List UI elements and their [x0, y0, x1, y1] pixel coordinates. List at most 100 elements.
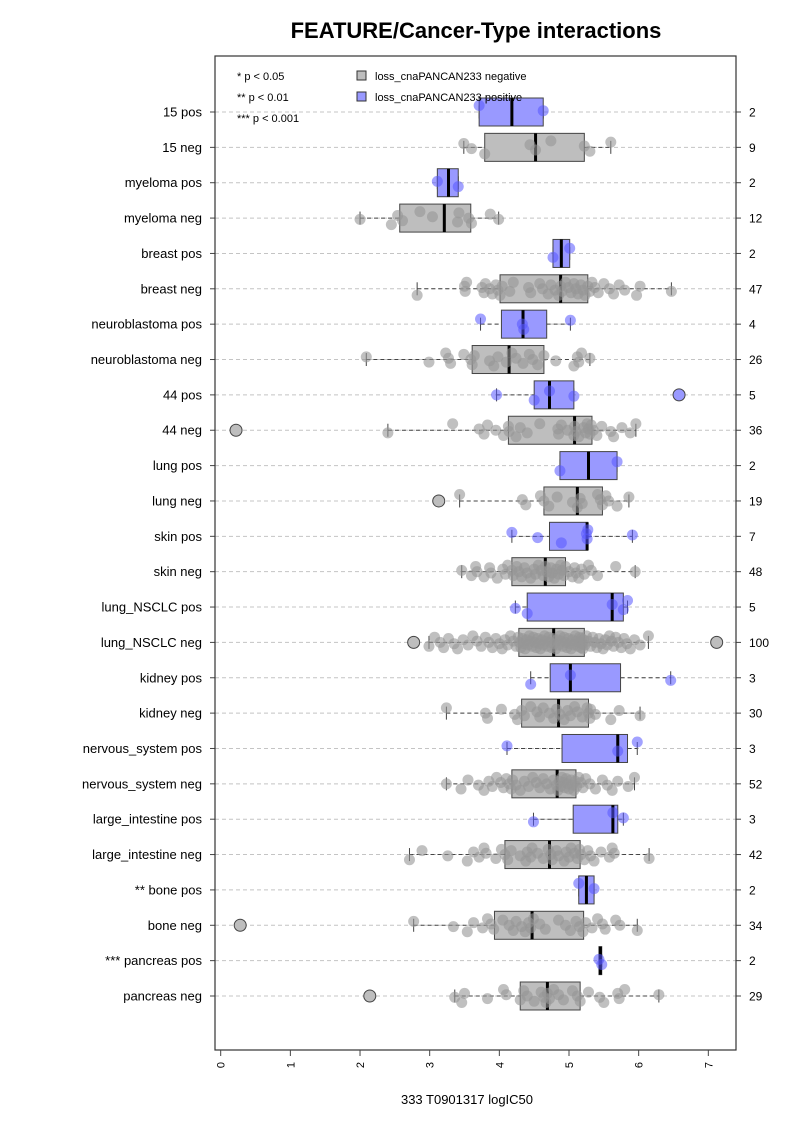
data-point — [598, 997, 610, 1008]
x-tick-label: 6 — [634, 1062, 646, 1068]
data-point — [614, 919, 626, 931]
data-point — [576, 347, 588, 359]
data-point — [500, 356, 512, 368]
data-point — [488, 923, 500, 935]
data-point — [628, 771, 640, 783]
group-count-label: 19 — [749, 494, 763, 508]
data-point — [607, 807, 619, 819]
group-label: large_intestine neg — [92, 847, 202, 862]
outlier-point — [363, 989, 377, 1003]
data-point — [586, 922, 598, 934]
data-point — [576, 498, 588, 510]
data-point — [478, 428, 490, 440]
significance-key-1: * p < 0.05 — [237, 71, 284, 83]
data-point — [530, 144, 542, 156]
group-label: large_intestine pos — [93, 812, 203, 827]
data-point — [613, 993, 625, 1005]
x-tick-label: 1 — [285, 1062, 297, 1068]
group-count-label: 12 — [749, 212, 763, 226]
group-count-label: 3 — [749, 671, 756, 685]
data-point — [456, 997, 468, 1008]
box — [548, 521, 589, 551]
data-point — [605, 136, 617, 148]
data-point — [545, 135, 557, 147]
data-point — [490, 852, 502, 864]
data-point — [514, 784, 526, 796]
group-count-label: 36 — [749, 424, 763, 438]
data-point — [466, 359, 478, 371]
data-point — [665, 674, 677, 686]
data-point — [550, 355, 562, 367]
data-point — [624, 643, 636, 655]
group-count-label: 3 — [749, 813, 756, 827]
data-point — [488, 360, 500, 372]
data-point — [455, 783, 467, 795]
data-point — [462, 639, 474, 651]
group-count-label: 2 — [749, 106, 756, 120]
data-point — [447, 418, 459, 430]
data-point — [581, 533, 593, 545]
data-point — [603, 495, 615, 507]
group-label: kidney neg — [139, 706, 202, 721]
data-point — [622, 780, 634, 792]
data-point — [495, 703, 507, 715]
outlier-point — [432, 494, 446, 508]
data-point — [456, 564, 468, 576]
data-point — [611, 456, 623, 468]
data-point — [521, 427, 533, 439]
data-point — [459, 285, 471, 297]
data-point — [608, 847, 620, 859]
data-point — [510, 431, 522, 443]
group-label: 44 neg — [162, 423, 202, 438]
data-point — [653, 989, 665, 1001]
group-label: lung_NSCLC pos — [102, 600, 203, 615]
data-point — [564, 314, 576, 326]
data-point — [479, 148, 491, 160]
data-point — [665, 285, 677, 297]
data-point — [631, 289, 643, 301]
data-point — [438, 642, 450, 654]
data-point — [507, 276, 519, 288]
x-tick-label: 2 — [355, 1062, 367, 1068]
group-label: myeloma neg — [124, 211, 202, 226]
group-label: kidney pos — [140, 670, 203, 685]
group-label: skin neg — [154, 564, 202, 579]
outlier-point — [710, 635, 724, 649]
plot-frame — [214, 55, 737, 1051]
data-point — [525, 287, 537, 299]
data-point — [534, 711, 546, 723]
data-point — [468, 350, 480, 362]
group-count-label: 7 — [749, 530, 756, 544]
group-count-label: 9 — [749, 141, 756, 155]
data-point — [551, 491, 563, 503]
legend-swatch-negative — [356, 70, 367, 81]
x-tick-label: 3 — [425, 1062, 437, 1068]
data-point — [619, 284, 631, 296]
data-point — [574, 995, 586, 1007]
data-point — [582, 524, 594, 536]
data-point — [568, 390, 580, 402]
group-count-label: 48 — [749, 565, 763, 579]
group-count-label: 3 — [749, 742, 756, 756]
data-point — [642, 630, 654, 642]
data-point — [453, 207, 465, 219]
data-point — [605, 714, 617, 726]
data-point — [484, 208, 496, 220]
legend: * p < 0.05 ** p < 0.01 *** p < 0.001 los… — [237, 70, 526, 125]
data-point — [596, 959, 608, 971]
data-point — [501, 740, 513, 752]
data-point — [473, 100, 485, 111]
data-point — [465, 217, 477, 229]
outlier-point — [407, 635, 421, 649]
data-point — [505, 845, 517, 857]
data-point — [624, 427, 636, 439]
data-point — [408, 915, 420, 927]
group-count-label: 2 — [749, 459, 756, 473]
group-count-label: 4 — [749, 318, 756, 332]
data-point — [525, 678, 537, 690]
data-point — [610, 560, 622, 572]
group-label: myeloma pos — [125, 175, 203, 190]
data-point — [606, 598, 618, 610]
data-point — [481, 419, 493, 431]
